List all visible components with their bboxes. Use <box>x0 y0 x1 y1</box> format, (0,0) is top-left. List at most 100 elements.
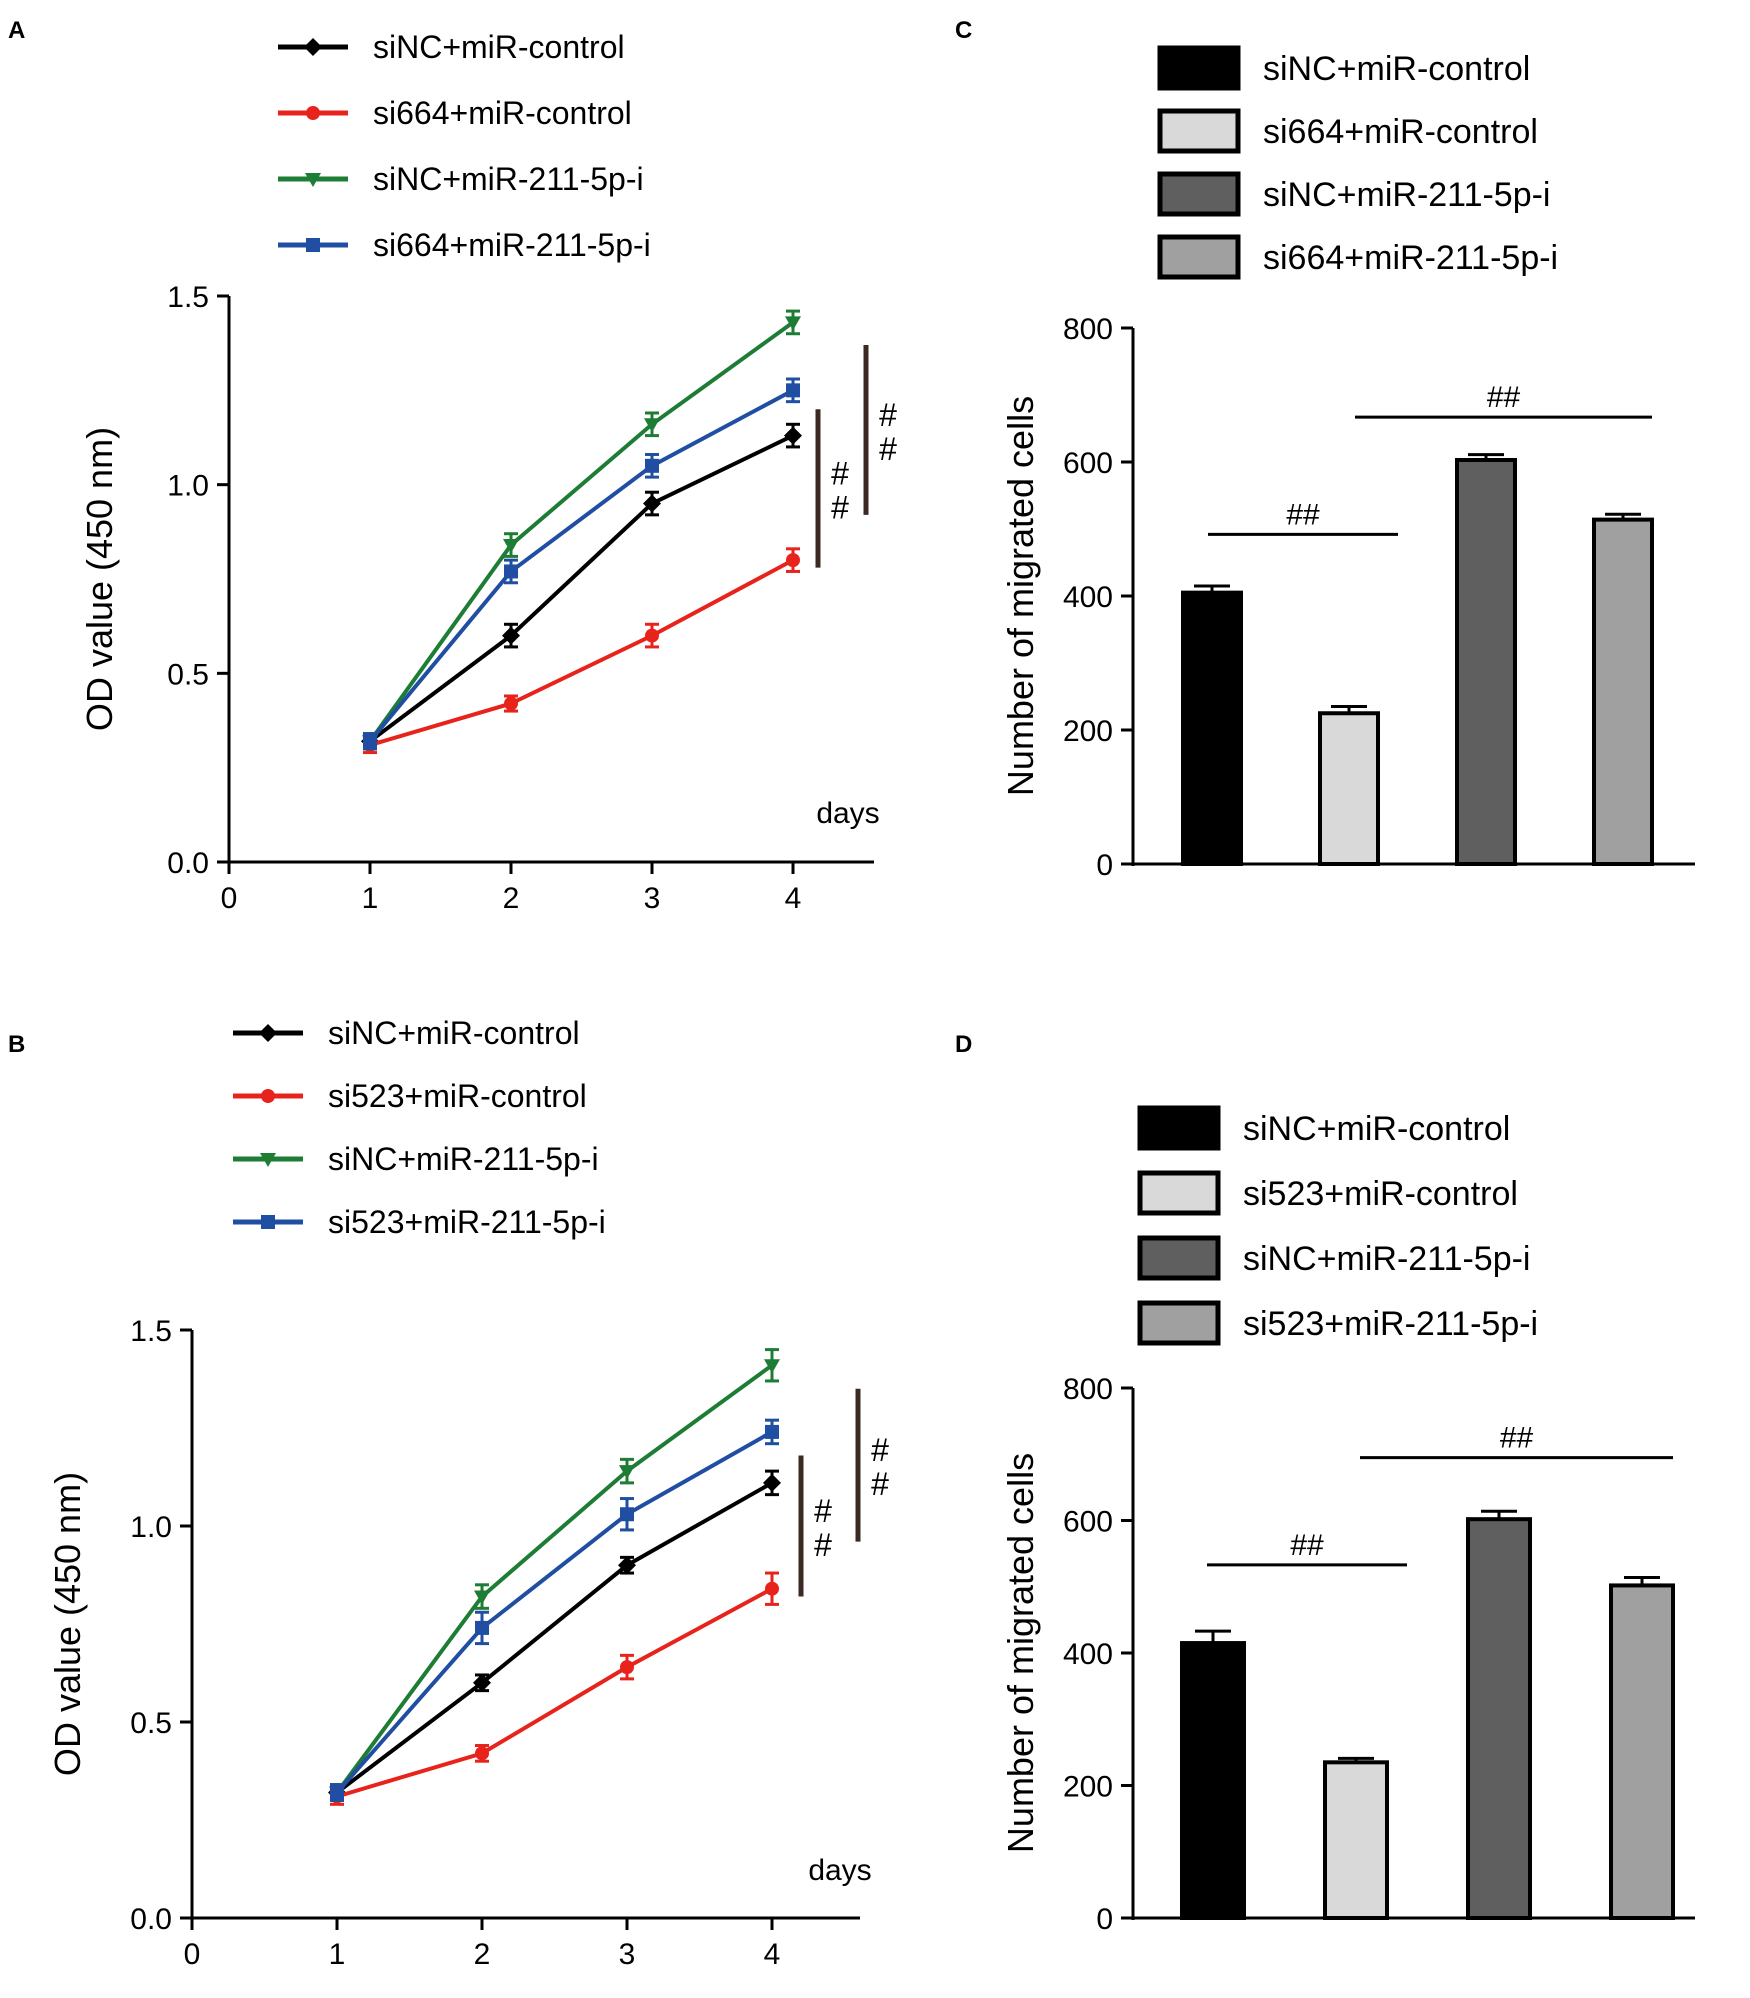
bar-4 <box>1592 517 1654 866</box>
legend-label-3: siNC+miR-211-5p-i <box>1243 1240 1531 1278</box>
point-4-1 <box>330 1785 344 1800</box>
y-tick-label-2: 1.0 <box>130 1511 172 1544</box>
series-line-3 <box>368 320 795 743</box>
series-line-4 <box>368 388 794 743</box>
y-tick-label-0: 0.0 <box>167 847 209 880</box>
legend-swatch-2 <box>1137 1170 1221 1216</box>
point-2-4 <box>786 553 800 568</box>
point-3-3 <box>619 1465 635 1480</box>
y-tick-label-1: 0.5 <box>167 658 209 691</box>
point-1-2 <box>502 626 520 645</box>
series-line-1 <box>335 1481 773 1795</box>
significance-mark-top-1: # <box>831 455 849 491</box>
bar-4 <box>1609 1583 1675 1921</box>
bar-3 <box>1455 457 1517 866</box>
y-axis-label: OD value (450 nm) <box>79 427 120 731</box>
legend-swatch-1 <box>1137 1105 1221 1151</box>
point-2-3 <box>645 628 659 643</box>
y-tick-label-1: 200 <box>1063 1771 1113 1804</box>
y-tick-label-3: 600 <box>1063 1506 1113 1539</box>
series-line-2 <box>369 558 794 747</box>
y-tick-label-1: 0.5 <box>130 1707 172 1740</box>
legend-swatch-1 <box>1157 45 1241 91</box>
legend-label-1: siNC+miR-control <box>1263 50 1530 88</box>
y-tick-label-0: 0 <box>1096 849 1113 882</box>
point-4-2 <box>504 564 518 579</box>
y-tick-label-3: 1.5 <box>167 281 209 314</box>
point-4-1 <box>363 734 377 749</box>
legend-label-2: si664+miR-control <box>1263 113 1538 151</box>
series-line-4 <box>335 1430 773 1794</box>
legend-marker-1 <box>304 38 322 56</box>
x-tick-label-1: 1 <box>362 882 379 915</box>
y-tick-label-2: 1.0 <box>167 470 209 503</box>
legend-marker-2 <box>261 1089 275 1103</box>
significance-mark-2: ## <box>1487 381 1521 414</box>
y-tick-label-1: 200 <box>1063 715 1113 748</box>
point-3-2 <box>474 1590 490 1605</box>
legend-swatch-3 <box>1137 1235 1221 1281</box>
significance-mark-bottom-2: # <box>871 1466 889 1502</box>
point-3-4 <box>764 1359 780 1374</box>
y-tick-label-2: 400 <box>1063 581 1113 614</box>
x-tick-label-4: 4 <box>785 882 802 915</box>
legend-marker-2 <box>306 106 320 120</box>
point-2-4 <box>765 1581 779 1596</box>
legend-label-4: si664+miR-211-5p-i <box>373 227 651 263</box>
legend-label-1: siNC+miR-control <box>1243 1110 1510 1148</box>
legend-marker-4 <box>261 1215 275 1229</box>
legend-label-1: siNC+miR-control <box>373 29 625 65</box>
significance-mark-top-1: # <box>814 1493 832 1529</box>
significance-mark-1: ## <box>1286 498 1320 531</box>
legend-marker-4 <box>306 238 320 252</box>
x-tick-label-2: 2 <box>474 1938 491 1971</box>
significance-mark-top-2: # <box>879 397 897 433</box>
x-axis-label: days <box>816 797 879 830</box>
legend-marker-1 <box>259 1024 277 1042</box>
point-3-4 <box>785 316 801 331</box>
significance-mark-1: ## <box>1290 1529 1324 1562</box>
y-axis-label: Number of migrated cells <box>1000 396 1041 796</box>
point-2-2 <box>475 1746 489 1761</box>
bar-3 <box>1466 1517 1532 1921</box>
significance-mark-bottom-1: # <box>814 1527 832 1563</box>
point-4-4 <box>765 1424 779 1439</box>
legend-label-2: si664+miR-control <box>373 95 632 131</box>
legend-swatch-3 <box>1157 171 1241 217</box>
significance-mark-bottom-1: # <box>831 489 849 525</box>
significance-mark-bottom-2: # <box>879 431 897 467</box>
y-tick-label-2: 400 <box>1063 1638 1113 1671</box>
legend-label-4: si523+miR-211-5p-i <box>1243 1305 1538 1343</box>
point-4-3 <box>645 458 659 473</box>
legend-label-3: siNC+miR-211-5p-i <box>373 161 644 197</box>
series-line-1 <box>368 433 794 743</box>
x-tick-label-4: 4 <box>764 1938 781 1971</box>
point-2-3 <box>620 1660 634 1675</box>
bar-1 <box>1181 590 1243 867</box>
legend-label-3: siNC+miR-211-5p-i <box>1263 176 1551 214</box>
series-line-3 <box>335 1363 774 1794</box>
panel-label-a: A <box>8 17 25 44</box>
panel-label-d: D <box>955 1031 972 1058</box>
point-1-3 <box>618 1556 636 1575</box>
x-tick-label-3: 3 <box>644 882 661 915</box>
point-3-3 <box>644 418 660 433</box>
legend-label-2: si523+miR-control <box>1243 1175 1518 1213</box>
point-1-2 <box>473 1673 491 1692</box>
point-4-3 <box>620 1507 634 1522</box>
point-4-2 <box>475 1620 489 1635</box>
bar-1 <box>1180 1641 1246 1920</box>
x-axis-label: days <box>808 1854 871 1887</box>
point-1-3 <box>643 494 661 513</box>
point-1-4 <box>763 1473 781 1492</box>
y-tick-label-4: 800 <box>1063 313 1113 346</box>
line-chart-panel-b: siNC+miR-control si523+miR-control siNC+mi… <box>47 1015 889 1971</box>
legend-swatch-4 <box>1157 234 1241 280</box>
legend-label-3: siNC+miR-211-5p-i <box>328 1141 599 1177</box>
legend-swatch-2 <box>1157 108 1241 154</box>
y-tick-label-3: 600 <box>1063 447 1113 480</box>
panel-label-c: C <box>955 17 972 44</box>
bar-2 <box>1323 1760 1389 1920</box>
line-chart-panel-a: siNC+miR-control si664+miR-control siNC+mi… <box>79 29 897 915</box>
